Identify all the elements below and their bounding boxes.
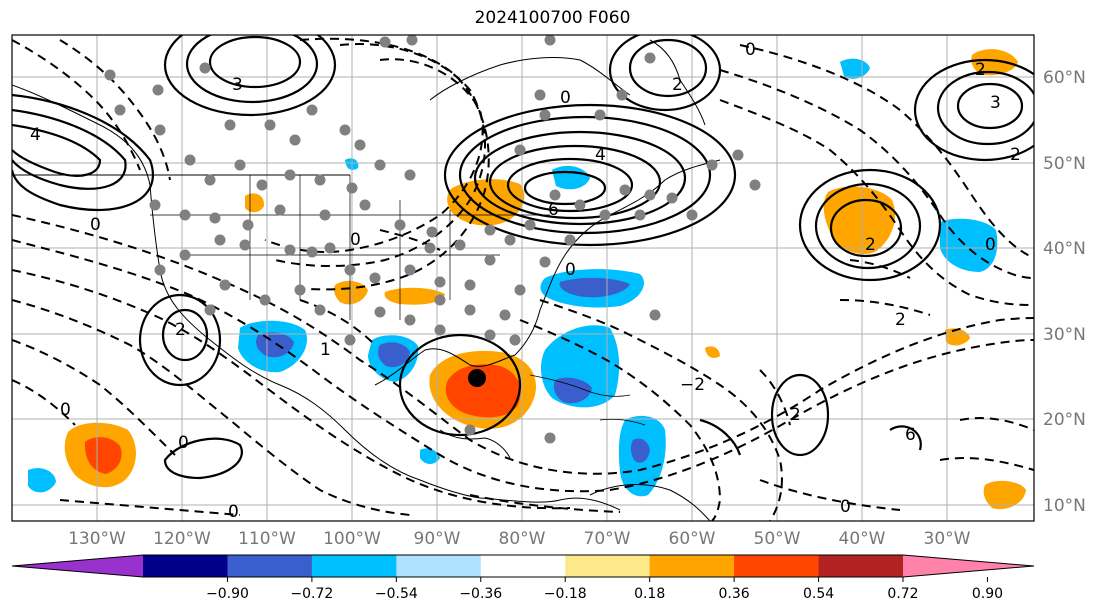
colorbar-segment — [818, 555, 904, 577]
map-area: 6 4 2 3 2 3 4 2 0 0 0 1 −2 2 6 0 0 2 0 0… — [12, 35, 1034, 522]
lon-label: 50°W — [754, 529, 801, 549]
colorbar-segment — [143, 555, 228, 577]
contour-label: 0 — [350, 230, 361, 250]
contour-label: 2 — [895, 310, 906, 330]
colorbar-segment — [12, 555, 143, 577]
colorbar-segment — [903, 555, 1034, 577]
colorbar-segment — [396, 555, 482, 577]
colorbar-outline — [11, 554, 1035, 578]
contour-label: 6 — [905, 425, 916, 445]
colorbar-segment — [227, 555, 313, 577]
colorbar-tick-label: 0.90 — [972, 586, 1003, 602]
contour-label: 0 — [60, 400, 71, 420]
lon-label: 40°W — [839, 529, 886, 549]
lat-label: 50°N — [1043, 154, 1086, 174]
contour-label: 0 — [178, 433, 189, 453]
lat-label: 40°N — [1043, 239, 1086, 259]
latitude-labels: 60°N 50°N 40°N 30°N 20°N 10°N — [1043, 68, 1086, 516]
lat-label: 10°N — [1043, 496, 1086, 516]
colorbar: −0.90 −0.72 −0.54 −0.36 −0.18 0.18 0.36 0.54 0.7… — [11, 554, 1035, 602]
contour-label: 2 — [975, 60, 986, 80]
contour-label: 0 — [985, 235, 996, 255]
lat-label: 30°N — [1043, 325, 1086, 345]
colorbar-tick-label: 0.36 — [719, 586, 750, 602]
contour-label: 2 — [175, 320, 186, 340]
lat-label: 20°N — [1043, 410, 1086, 430]
colorbar-segment — [649, 555, 735, 577]
lon-label: 30°W — [924, 529, 971, 549]
lon-label: 70°W — [584, 529, 631, 549]
lon-label: 100°W — [323, 529, 381, 549]
station-dots — [104, 35, 761, 444]
colorbar-segment — [565, 555, 651, 577]
lon-label: 110°W — [238, 529, 296, 549]
colorbar-tick-label: −0.18 — [544, 586, 587, 602]
contour-label: 0 — [90, 215, 101, 235]
contour-labels: 6 4 2 3 2 3 4 2 0 0 0 1 −2 2 6 0 0 2 0 0… — [30, 40, 1021, 522]
lon-label: 90°W — [414, 529, 461, 549]
colorbar-tick-label: −0.36 — [459, 586, 502, 602]
map-title: 2024100700 F060 — [474, 8, 631, 28]
lon-label: 120°W — [153, 529, 211, 549]
colorbar-segment — [480, 555, 566, 577]
contour-label: 4 — [595, 145, 606, 165]
colorbar-tick-label: −0.90 — [206, 586, 249, 602]
contour-label: 2 — [1010, 145, 1021, 165]
colorbar-tick-label: 0.54 — [803, 586, 834, 602]
colorbar-tick-label: 0.18 — [634, 586, 665, 602]
contour-label: 2 — [672, 75, 683, 95]
graticule — [12, 35, 1034, 521]
lon-label: 60°W — [669, 529, 716, 549]
contours-negative — [12, 37, 1034, 521]
contour-label: 1 — [320, 340, 331, 360]
contour-label: 0 — [228, 502, 239, 522]
longitude-labels: 130°W 120°W 110°W 100°W 90°W 80°W 70°W 6… — [68, 529, 971, 549]
lon-label: 130°W — [68, 529, 126, 549]
storm-center-marker — [468, 369, 486, 387]
contour-label: 0 — [560, 88, 571, 108]
contour-label: 3 — [990, 93, 1001, 113]
contour-label: 2 — [790, 405, 801, 425]
contour-label: −2 — [680, 375, 705, 395]
colorbar-tick-label: −0.72 — [290, 586, 333, 602]
contour-label: 4 — [30, 125, 41, 145]
colorbar-tick-label: −0.54 — [375, 586, 418, 602]
colorbar-segment — [311, 555, 397, 577]
contour-label: 0 — [565, 260, 576, 280]
map-frame — [11, 34, 1035, 522]
contours-positive — [12, 35, 1034, 480]
colorbar-tick-label: 0.72 — [887, 586, 918, 602]
lon-label: 80°W — [499, 529, 546, 549]
colorbar-segment — [734, 555, 820, 577]
contour-label: 3 — [232, 75, 243, 95]
lat-label: 60°N — [1043, 68, 1086, 88]
contour-label: 6 — [548, 200, 559, 220]
contour-label: 0 — [745, 40, 756, 60]
contour-label: 0 — [840, 497, 851, 517]
contour-label: 2 — [865, 235, 876, 255]
